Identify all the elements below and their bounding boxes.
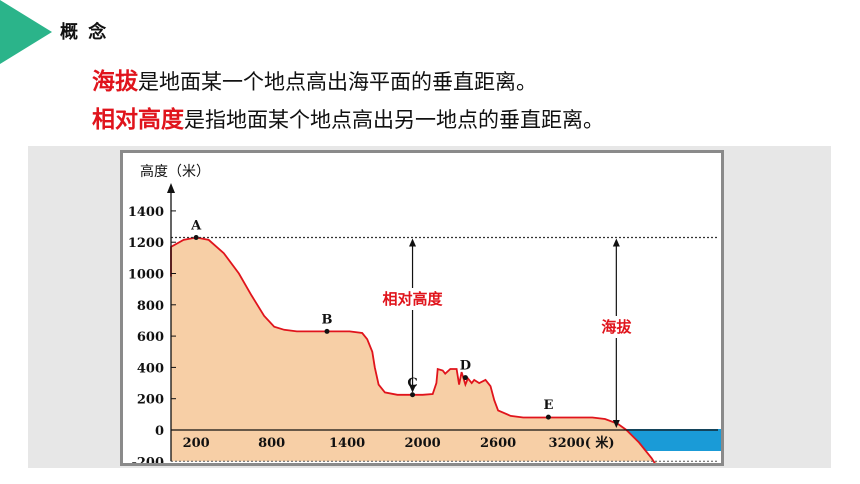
relative-height-arrow-arrow-up xyxy=(409,238,417,247)
chart-frame: 高度（米） -200 0 200 400 600 800 1000 1200 1400 200 800… xyxy=(120,150,724,466)
x-tick-label: 2000 xyxy=(405,436,441,451)
x-tick-label: 800 xyxy=(258,436,285,451)
altitude-arrow-label-bg xyxy=(599,316,634,338)
point-e-marker xyxy=(545,414,551,420)
relative-height-arrow-label: 相对高度 xyxy=(383,290,444,308)
sea xyxy=(618,429,721,451)
y-tick-label: 0 xyxy=(155,424,164,439)
point-d-label: D xyxy=(460,359,471,374)
y-tick-label: -200 xyxy=(131,455,164,463)
y-tick-label: 1200 xyxy=(128,236,164,251)
y-tick-label: 1000 xyxy=(128,268,164,283)
term-relative-height: 相对高度 xyxy=(92,107,184,133)
relative-height-arrow-label-bg xyxy=(378,288,447,310)
x-tick-label: 2600 xyxy=(480,436,516,451)
elevation-profile-chart: 高度（米） -200 0 200 400 600 800 1000 1200 1400 200 800… xyxy=(128,163,721,463)
definition-altitude-text: 是地面某一个地点高出海平面的垂直距离。 xyxy=(138,70,537,94)
y-axis-arrow xyxy=(167,183,175,193)
y-tick-label: 1400 xyxy=(128,205,164,220)
point-d-marker xyxy=(462,375,468,381)
land-area xyxy=(171,237,657,463)
x-tick-label-unit: 3200( 米) xyxy=(549,435,615,451)
term-altitude: 海拔 xyxy=(92,69,138,95)
altitude-arrow-label: 海拔 xyxy=(601,318,632,336)
terrain-profile-line xyxy=(170,236,656,463)
definition-altitude: 海拔是地面某一个地点高出海平面的垂直距离。 xyxy=(92,62,537,96)
y-tick-label: 200 xyxy=(137,393,164,408)
x-tick-label: 200 xyxy=(183,436,210,451)
point-a-label: A xyxy=(190,219,202,234)
slide-title: 概 念 xyxy=(60,22,109,43)
point-e-label: E xyxy=(543,398,553,413)
definition-relative-height: 相对高度是指地面某个地点高出另一地点的垂直距离。 xyxy=(92,100,604,134)
accent-triangle xyxy=(0,0,52,64)
y-tick-label: 600 xyxy=(137,330,164,345)
point-b-marker xyxy=(324,328,330,334)
definition-relative-height-text: 是指地面某个地点高出另一地点的垂直距离。 xyxy=(184,108,604,132)
point-c-marker xyxy=(410,392,416,398)
altitude-arrow-arrow-up xyxy=(612,238,620,247)
y-tick-label: 800 xyxy=(137,299,164,314)
point-a-marker xyxy=(193,235,199,241)
relative-height-arrow-arrow-down xyxy=(409,384,417,393)
x-tick-label: 1400 xyxy=(329,436,365,451)
point-b-label: B xyxy=(321,312,332,327)
y-axis-label: 高度（米） xyxy=(140,163,210,180)
y-tick-label: 400 xyxy=(137,361,164,376)
altitude-arrow-arrow-down xyxy=(612,420,620,428)
